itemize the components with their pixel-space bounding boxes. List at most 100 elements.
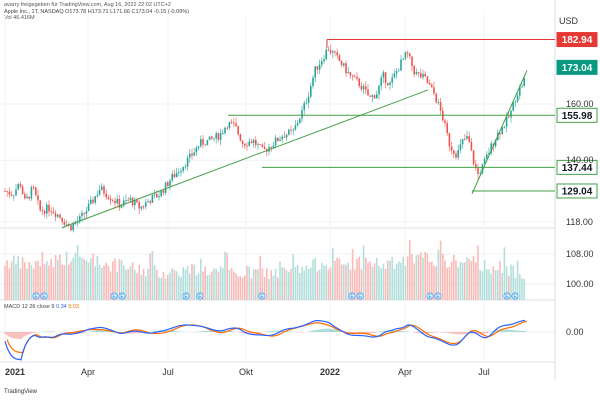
candle-body (230, 122, 233, 124)
volume-bar (290, 268, 292, 300)
candle-body (510, 110, 512, 118)
candle-body (61, 217, 63, 222)
earnings-circle (32, 292, 40, 300)
candle-body (248, 141, 250, 146)
price-label-box (556, 32, 598, 48)
macd-histogram-bar (336, 329, 338, 332)
volume-bar (103, 265, 105, 300)
volume-bar (415, 255, 418, 300)
candle-body (156, 194, 158, 198)
earnings-marker: E (182, 292, 190, 300)
macd-histogram-bar (210, 330, 212, 332)
volume-bar (354, 269, 356, 300)
candle-body (340, 60, 343, 66)
price-label-text: 155.98 (562, 111, 593, 122)
candle-body (477, 167, 479, 174)
candle-body (274, 137, 277, 146)
volume-bar (307, 269, 310, 300)
volume-bar (347, 262, 349, 300)
x-tick-label: Okt (239, 367, 254, 377)
candle-body (219, 133, 222, 140)
candle-body (453, 150, 455, 154)
volume-bar (8, 268, 11, 300)
volume-bar (378, 266, 380, 300)
candle-body (178, 172, 180, 174)
volume-bar (439, 240, 442, 300)
macd-histogram-bar (164, 330, 166, 332)
volume-bar (490, 273, 492, 300)
candle-body (481, 164, 484, 174)
volume-bar (433, 265, 435, 300)
candle-body (459, 144, 462, 150)
candle-body (516, 95, 519, 102)
currency-label: USD (558, 16, 578, 26)
volume-bar (321, 262, 323, 300)
macd-histogram-bar (18, 332, 20, 340)
candle-body (450, 146, 453, 151)
volume-bar (76, 244, 79, 300)
earnings-circle (426, 292, 434, 300)
volume-bar (261, 268, 264, 300)
earnings-marker: E (503, 292, 511, 300)
earnings-circle (258, 292, 266, 300)
candle-body (63, 221, 66, 225)
macd-histogram-bar (504, 329, 506, 332)
candle-body (32, 187, 35, 189)
volume-bar (65, 251, 68, 300)
earnings-marker: E (356, 292, 364, 300)
candle-body (303, 103, 305, 111)
volume-bar (472, 255, 475, 300)
candle-body (285, 134, 288, 138)
macd-histogram-bar (154, 330, 156, 332)
candle-body (488, 152, 490, 155)
candle-body (136, 199, 138, 203)
candle-body (428, 82, 431, 85)
candle-body (145, 202, 147, 207)
earnings-marker: E (258, 292, 266, 300)
volume-bar (343, 264, 345, 300)
macd-histogram-bar (82, 332, 84, 334)
macd-histogram-bar (514, 330, 516, 332)
candle-body (294, 125, 297, 130)
volume-bar (134, 269, 136, 300)
volume-bar (98, 264, 101, 300)
volume-bar (362, 245, 365, 300)
volume-bar (186, 265, 189, 300)
volume-bar (17, 255, 19, 300)
macd-legend-label: MACD 12 26 close 9 (4, 304, 55, 310)
candle-body (74, 222, 77, 225)
volume-bar (230, 268, 233, 300)
volume-bar (519, 274, 521, 300)
macd-histogram-bar (340, 330, 342, 332)
volume-bar (409, 239, 411, 300)
volume-bar (151, 251, 154, 300)
annotations: 182.94 173.04 155.98 137.44 129.04 (61, 32, 598, 229)
volume-bar (389, 260, 391, 300)
macd-histogram-bar (456, 332, 458, 335)
candle-body (387, 82, 389, 86)
volume-bar (426, 253, 429, 300)
earnings-marker: E (196, 292, 204, 300)
candle-body (362, 86, 365, 90)
earnings-circle (118, 292, 126, 300)
candle-body (371, 95, 374, 97)
candle-body (299, 118, 301, 124)
candle-body (426, 76, 429, 83)
volume-bar (13, 255, 15, 300)
candle-body (457, 149, 459, 158)
candle-body (222, 133, 224, 134)
volume-bar (310, 267, 312, 300)
volume-bar (327, 269, 330, 300)
volume-bar (420, 252, 422, 300)
macd-histogram-bar (46, 331, 48, 332)
candle-body (519, 86, 521, 96)
volume-bar (52, 267, 55, 300)
candle-body (167, 182, 169, 186)
price-label: 155.98 (556, 107, 598, 123)
macd-histogram-bar (512, 330, 514, 332)
macd-histogram-bar (484, 332, 486, 334)
macd-histogram-bar (366, 332, 368, 334)
macd-histogram-bar (414, 332, 416, 333)
volume-bar (316, 271, 319, 300)
